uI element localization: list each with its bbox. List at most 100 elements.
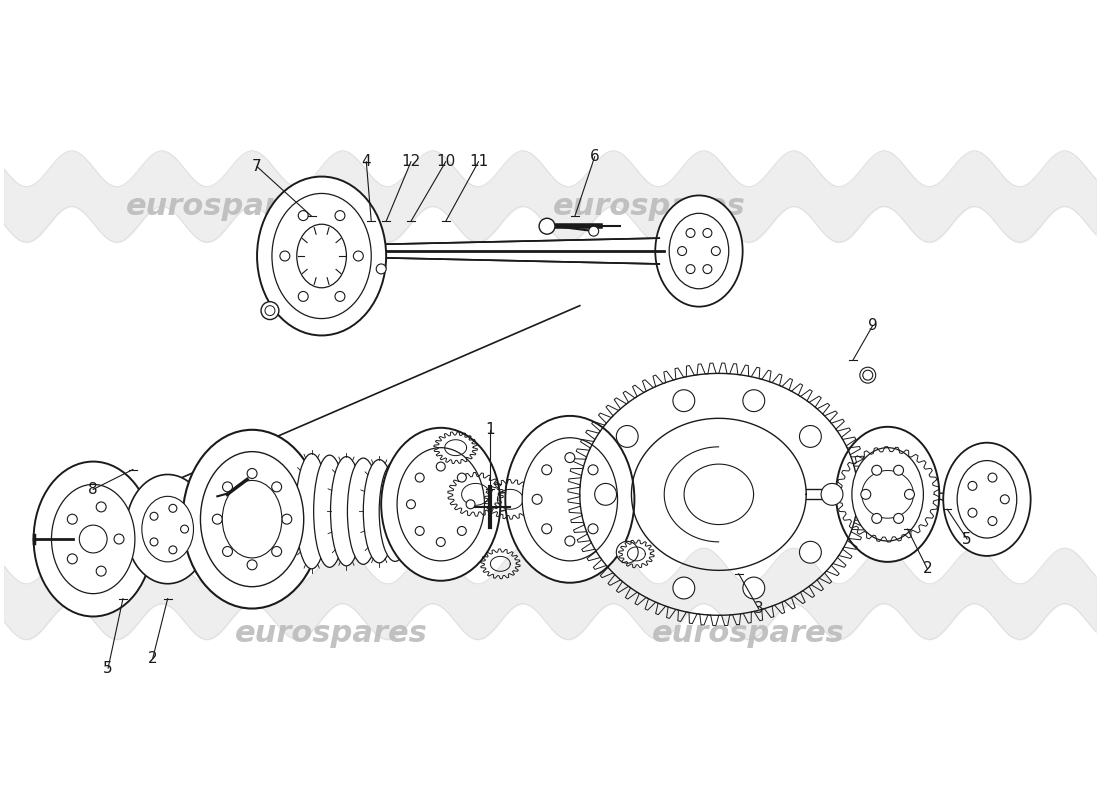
Circle shape bbox=[673, 577, 695, 599]
Ellipse shape bbox=[397, 448, 484, 561]
Ellipse shape bbox=[183, 430, 321, 609]
Circle shape bbox=[298, 210, 308, 221]
Circle shape bbox=[212, 514, 222, 524]
Circle shape bbox=[282, 514, 292, 524]
Circle shape bbox=[800, 542, 822, 563]
Circle shape bbox=[272, 546, 282, 557]
Circle shape bbox=[466, 500, 475, 509]
Circle shape bbox=[541, 465, 552, 474]
Circle shape bbox=[703, 229, 712, 238]
Ellipse shape bbox=[222, 481, 282, 558]
Circle shape bbox=[248, 560, 257, 570]
Ellipse shape bbox=[957, 461, 1016, 538]
Circle shape bbox=[539, 218, 556, 234]
Circle shape bbox=[742, 390, 764, 411]
Circle shape bbox=[96, 502, 106, 512]
Text: eurospares: eurospares bbox=[553, 192, 746, 221]
Circle shape bbox=[821, 483, 843, 506]
Circle shape bbox=[588, 226, 598, 236]
Ellipse shape bbox=[669, 214, 728, 289]
Circle shape bbox=[595, 483, 616, 506]
Circle shape bbox=[616, 542, 638, 563]
Circle shape bbox=[861, 490, 871, 499]
Circle shape bbox=[150, 512, 158, 520]
Text: 11: 11 bbox=[469, 154, 488, 169]
Circle shape bbox=[988, 517, 997, 526]
Circle shape bbox=[437, 538, 446, 546]
Ellipse shape bbox=[34, 462, 153, 617]
Text: eurospares: eurospares bbox=[652, 619, 845, 648]
Circle shape bbox=[532, 494, 542, 504]
Circle shape bbox=[79, 525, 107, 553]
Circle shape bbox=[616, 426, 638, 447]
Circle shape bbox=[968, 482, 977, 490]
Circle shape bbox=[114, 534, 124, 544]
Ellipse shape bbox=[297, 224, 346, 288]
Ellipse shape bbox=[126, 474, 209, 584]
Circle shape bbox=[222, 546, 232, 557]
Ellipse shape bbox=[656, 195, 743, 306]
Circle shape bbox=[588, 524, 598, 534]
Ellipse shape bbox=[522, 438, 617, 561]
Circle shape bbox=[588, 465, 598, 474]
Ellipse shape bbox=[363, 459, 395, 563]
Circle shape bbox=[862, 370, 872, 380]
Text: 6: 6 bbox=[590, 150, 600, 164]
Ellipse shape bbox=[379, 461, 411, 562]
Circle shape bbox=[67, 514, 77, 524]
Circle shape bbox=[169, 546, 177, 554]
Ellipse shape bbox=[382, 428, 500, 581]
Text: eurospares: eurospares bbox=[235, 619, 428, 648]
Circle shape bbox=[904, 490, 914, 499]
Circle shape bbox=[279, 251, 289, 261]
Text: eurospares: eurospares bbox=[125, 192, 319, 221]
Circle shape bbox=[988, 473, 997, 482]
Circle shape bbox=[458, 473, 466, 482]
Text: 12: 12 bbox=[402, 154, 420, 169]
Circle shape bbox=[800, 426, 822, 447]
Circle shape bbox=[353, 251, 363, 261]
Circle shape bbox=[415, 526, 425, 535]
Text: 4: 4 bbox=[362, 154, 371, 169]
Circle shape bbox=[893, 466, 903, 475]
Text: 5: 5 bbox=[962, 531, 972, 546]
Circle shape bbox=[150, 538, 158, 546]
Circle shape bbox=[248, 469, 257, 478]
Circle shape bbox=[169, 504, 177, 512]
Text: 8: 8 bbox=[88, 482, 98, 497]
Circle shape bbox=[703, 265, 712, 274]
Circle shape bbox=[67, 554, 77, 564]
Circle shape bbox=[180, 525, 188, 533]
Circle shape bbox=[678, 246, 686, 255]
Ellipse shape bbox=[943, 442, 1031, 556]
Text: 7: 7 bbox=[252, 159, 262, 174]
Circle shape bbox=[222, 482, 232, 492]
Ellipse shape bbox=[836, 427, 939, 562]
Circle shape bbox=[742, 577, 764, 599]
Ellipse shape bbox=[200, 452, 304, 586]
Ellipse shape bbox=[407, 464, 439, 558]
Text: 9: 9 bbox=[868, 318, 878, 333]
Circle shape bbox=[871, 466, 882, 475]
Circle shape bbox=[407, 500, 416, 509]
Circle shape bbox=[336, 210, 345, 221]
Circle shape bbox=[871, 514, 882, 523]
Text: 5: 5 bbox=[103, 661, 113, 676]
Text: 2: 2 bbox=[148, 650, 157, 666]
Circle shape bbox=[415, 473, 425, 482]
Ellipse shape bbox=[393, 462, 425, 560]
Circle shape bbox=[541, 524, 552, 534]
Ellipse shape bbox=[142, 496, 194, 562]
Circle shape bbox=[458, 526, 466, 535]
Circle shape bbox=[298, 291, 308, 302]
Circle shape bbox=[686, 229, 695, 238]
Text: 1: 1 bbox=[485, 422, 495, 438]
Circle shape bbox=[893, 514, 903, 523]
Ellipse shape bbox=[52, 485, 135, 594]
Circle shape bbox=[597, 494, 607, 504]
Circle shape bbox=[1000, 495, 1010, 504]
Text: 2: 2 bbox=[923, 562, 932, 576]
Circle shape bbox=[261, 302, 279, 319]
Ellipse shape bbox=[296, 454, 328, 569]
Circle shape bbox=[712, 246, 720, 255]
